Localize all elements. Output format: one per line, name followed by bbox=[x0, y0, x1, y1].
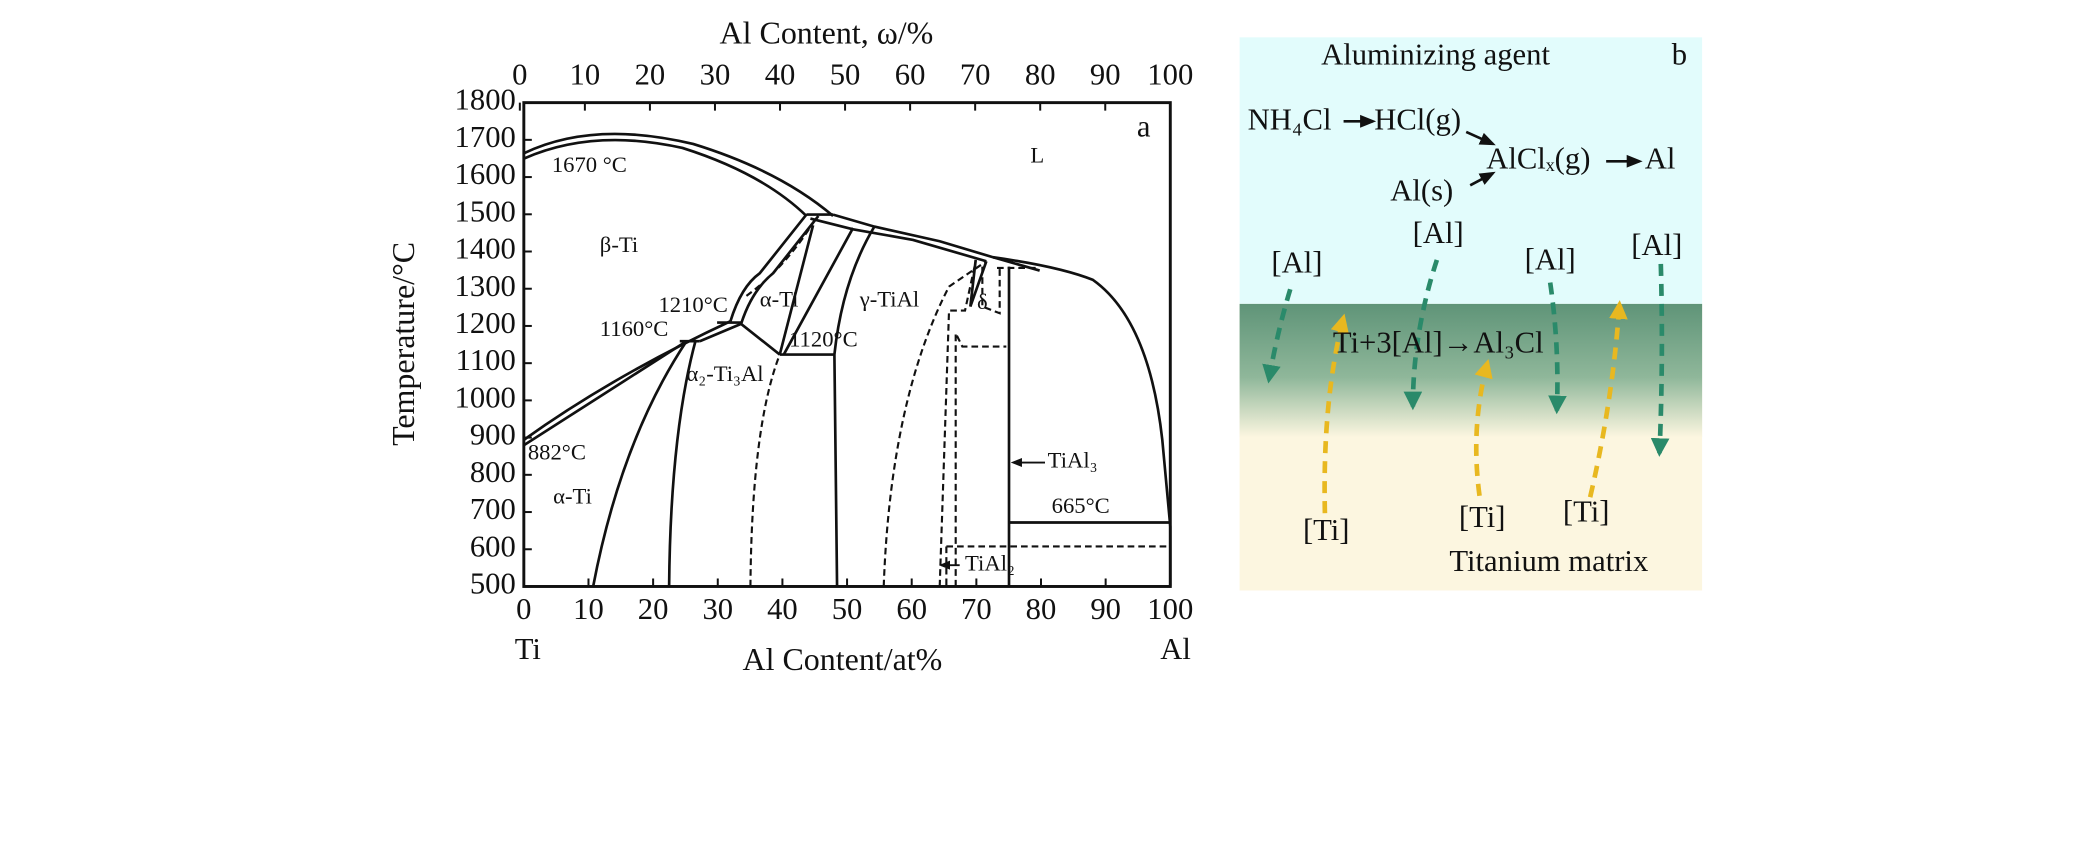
x-tick-label: 60 bbox=[896, 592, 927, 626]
ti-label: [Ti] bbox=[1303, 513, 1350, 547]
region-label: 1120°C bbox=[789, 326, 858, 351]
y-tick-label: 1100 bbox=[456, 343, 516, 377]
y-axis-title: Temperature/°C bbox=[386, 242, 421, 446]
region-label: α-Ti bbox=[553, 484, 592, 509]
reaction-species: AlClₓ(g) bbox=[1486, 141, 1590, 175]
top-tick-label: 0 bbox=[512, 57, 527, 91]
x-tick-label: 90 bbox=[1090, 592, 1121, 626]
y-tick-label: 1800 bbox=[455, 83, 516, 117]
x-tick-label: 80 bbox=[1026, 592, 1057, 626]
x-tick-label: 70 bbox=[961, 592, 992, 626]
schematic: Aluminizing agent b Ti+3[Al]→Al₃Cl Titan… bbox=[1239, 37, 1703, 591]
ti-label: [Ti] bbox=[1563, 495, 1610, 529]
region-label: 1160°C bbox=[600, 316, 669, 341]
y-tick-label: 800 bbox=[470, 455, 516, 489]
x-tick-label: 30 bbox=[702, 592, 733, 626]
region-label: δ bbox=[977, 289, 988, 314]
region-label: β-Ti bbox=[600, 232, 638, 257]
x-tick-label: 40 bbox=[767, 592, 798, 626]
region-label: 1670 °C bbox=[552, 152, 627, 177]
x-tick-label: 10 bbox=[573, 592, 604, 626]
y-tick-label: 1200 bbox=[455, 306, 516, 340]
top-tick-label: 30 bbox=[700, 57, 731, 91]
top-tick-label: 20 bbox=[635, 57, 666, 91]
ti-label: [Ti] bbox=[1459, 500, 1506, 534]
region-label: γ-TiAl bbox=[859, 286, 920, 311]
region-label: 1210°C bbox=[658, 292, 727, 317]
y-tick-label: 1700 bbox=[455, 120, 516, 154]
y-tick-label: 1600 bbox=[455, 157, 516, 191]
phase-diagram: Al Content, ω/% Al Content/at% Temperatu… bbox=[386, 15, 1193, 676]
top-tick-label: 80 bbox=[1025, 57, 1056, 91]
region-label: 665°C bbox=[1052, 493, 1110, 518]
schematic-title: Aluminizing agent bbox=[1321, 37, 1550, 71]
panel-label: b bbox=[1672, 37, 1687, 71]
y-tick-label: 700 bbox=[470, 492, 516, 526]
top-tick-label: 10 bbox=[570, 57, 601, 91]
region-label: TiAl₃ bbox=[1048, 448, 1098, 473]
al-label: [Al] bbox=[1631, 228, 1682, 262]
al-label: [Al] bbox=[1413, 216, 1464, 250]
y-tick-label: 1500 bbox=[455, 194, 516, 228]
end-label: Ti bbox=[515, 632, 541, 666]
al-label: [Al] bbox=[1271, 245, 1322, 279]
top-tick-label: 100 bbox=[1147, 57, 1193, 91]
reaction-species: Al bbox=[1645, 141, 1676, 175]
top-tick-label: 60 bbox=[895, 57, 926, 91]
region-label: L bbox=[1030, 142, 1044, 167]
reaction-species: Al(s) bbox=[1390, 173, 1453, 207]
region-label: 882°C bbox=[528, 440, 586, 465]
panel-label: a bbox=[1137, 109, 1151, 143]
y-tick-label: 900 bbox=[470, 418, 516, 452]
y-tick-label: 600 bbox=[470, 529, 516, 563]
equation: Ti+3[Al]→Al₃Cl bbox=[1333, 325, 1544, 359]
y-tick-label: 1400 bbox=[455, 232, 516, 266]
end-label: Al bbox=[1160, 632, 1191, 666]
region-label: α₂-Ti₃Al bbox=[686, 361, 763, 386]
bottom-axis-title: Al Content/at% bbox=[743, 642, 943, 677]
reaction-species: NH₄Cl bbox=[1248, 103, 1332, 137]
x-tick-label: 20 bbox=[638, 592, 669, 626]
y-tick-label: 1000 bbox=[455, 380, 516, 414]
region-label: α-Ti bbox=[760, 286, 799, 311]
top-axis-title: Al Content, ω/% bbox=[720, 15, 934, 50]
phase-boundaries bbox=[523, 132, 1172, 587]
reaction-species: HCl(g) bbox=[1374, 103, 1461, 137]
plot-frame bbox=[522, 101, 1172, 588]
top-tick-label: 90 bbox=[1090, 57, 1121, 91]
y-tick-label: 1300 bbox=[455, 269, 516, 303]
top-tick-label: 70 bbox=[960, 57, 991, 91]
region-label: TiAl₂ bbox=[965, 550, 1015, 575]
x-tick-label: 50 bbox=[832, 592, 863, 626]
x-tick-label: 0 bbox=[516, 592, 531, 626]
x-tick-label: 100 bbox=[1147, 592, 1193, 626]
al-label: [Al] bbox=[1525, 243, 1576, 277]
top-tick-label: 40 bbox=[765, 57, 796, 91]
matrix-label: Titanium matrix bbox=[1449, 544, 1648, 578]
top-tick-label: 50 bbox=[830, 57, 861, 91]
y-tick-label: 500 bbox=[470, 567, 516, 601]
